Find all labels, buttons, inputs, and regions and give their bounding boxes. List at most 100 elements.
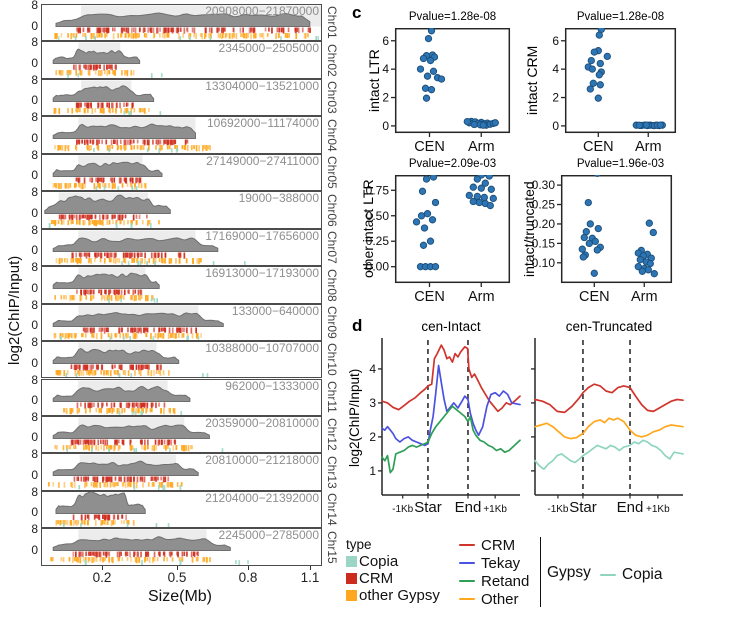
retand-line-icon <box>459 579 475 583</box>
scatter-point <box>475 198 483 207</box>
region-coordinates: 10692000−11174000 <box>206 116 319 131</box>
scatter-point <box>429 173 438 181</box>
pvalue-intact-ltr: Pvalue=1.28e-08 <box>408 11 497 23</box>
x-tick-label: End <box>455 499 482 516</box>
legend-line-other: Other <box>459 590 529 608</box>
y-tick-0: 0 <box>31 130 38 145</box>
chr-label: Chr10 <box>325 343 339 377</box>
coverage-profile <box>52 49 141 65</box>
track-Chr10: 10388000−10707000 <box>41 341 322 379</box>
gypsy-ticks <box>54 445 194 452</box>
crm-ticks <box>76 27 311 34</box>
copia-swatch-icon <box>346 556 357 567</box>
track-Chr14: 21204000−21392000 <box>41 490 322 529</box>
crm-ticks <box>76 139 189 146</box>
y-tick-8: 8 <box>31 185 38 200</box>
copia-ticks <box>95 185 138 191</box>
y-tick-label: 0 <box>382 119 389 133</box>
scatter-point <box>423 72 432 80</box>
copia-ticks <box>65 373 209 378</box>
gypsy-ticks <box>52 182 147 190</box>
x-tick-mark <box>310 566 312 570</box>
gypsy-ticks <box>53 332 202 339</box>
crm-ticks <box>73 476 170 484</box>
track-plot <box>52 155 163 191</box>
size-axis: 0.2 0.5 0.8 1.1 <box>0 566 345 590</box>
copia-ticks <box>121 260 246 266</box>
y-tick-0: 0 <box>31 318 38 333</box>
track-plot <box>52 267 160 303</box>
track-Chr09: 133000−640000 <box>41 303 322 342</box>
scatter-point <box>594 224 602 233</box>
scatter-point <box>650 270 658 278</box>
crm-ticks <box>72 551 199 558</box>
scatter-point <box>590 48 598 56</box>
category-label: CEN <box>583 139 614 155</box>
series-line-Retand <box>381 405 521 474</box>
chr-label: Chr03 <box>325 81 339 114</box>
scatter-point <box>487 185 495 193</box>
track-Chr15: 2245000−2785000 <box>41 528 322 566</box>
y-tick-0: 0 <box>31 393 38 407</box>
plot-frame <box>394 27 511 134</box>
track-Chr12: 20359000−20810000 <box>41 415 322 454</box>
lineplot-cen-intact: 1 2 3 4 -1Kb Star End +1Kb <box>352 338 526 526</box>
scatter-point <box>469 197 477 206</box>
track-plot <box>52 380 191 415</box>
scatter-point <box>593 246 601 254</box>
track-plot <box>52 417 224 453</box>
y-tick-8: 8 <box>31 260 38 275</box>
track-plot <box>52 342 209 378</box>
category-label: CEN <box>414 139 445 155</box>
chr-label: Chr11 <box>325 381 339 414</box>
x-tick-label: +1Kb <box>646 504 670 515</box>
scatter-point <box>420 224 429 232</box>
line-legend: CRM Tekay Retand Other <box>459 536 529 608</box>
x-tick-label: 0.8 <box>238 570 258 585</box>
copia-ticks <box>48 223 152 228</box>
track-Chr07: 17169000−17656000 <box>41 228 322 267</box>
y-tick-label: 0.50 <box>366 209 390 223</box>
gypsy-group-label: Gypsy <box>547 564 591 581</box>
plot-frame <box>394 174 511 284</box>
scatter-point <box>481 179 489 187</box>
scatter-point <box>437 75 446 83</box>
scatter-plot: 0.10 0.15 0.20 0.25 0.30 CEN Arm <box>532 169 673 305</box>
scatter-point <box>473 175 481 183</box>
other-line-icon <box>459 597 475 601</box>
legend-item-label: CRM <box>359 570 394 587</box>
scatter-point <box>418 187 427 195</box>
x-tick-label: -1Kb <box>392 504 414 515</box>
plot-frame <box>564 27 677 134</box>
chr-label: Chr01 <box>325 6 339 40</box>
coverage-profile <box>52 424 210 439</box>
coverage-profile <box>52 311 224 327</box>
chr-label: Chr12 <box>325 418 339 451</box>
scatter-point <box>589 79 597 87</box>
x-tick-label: -1Kb <box>547 504 569 515</box>
tekay-line-icon <box>459 561 475 565</box>
chr-label: Chr14 <box>325 493 339 526</box>
chr-label: Chr06 <box>325 193 339 227</box>
pvalue-intact-truncated: Pvalue=1.96e-03 <box>576 158 665 170</box>
legend-divider <box>540 537 542 607</box>
coverage-profile <box>52 237 219 252</box>
y-tick-label: 0.10 <box>532 256 556 270</box>
scatter-point <box>588 65 596 73</box>
scatter-point <box>424 34 433 43</box>
size-axis-title: Size(Mb) <box>147 588 212 605</box>
y-tick-label: 0.00 <box>366 260 390 274</box>
scatter-point <box>586 220 594 228</box>
coverage-profile <box>55 12 311 27</box>
scatter-point <box>422 175 431 183</box>
gypsy-ticks <box>63 407 176 414</box>
copia-ticks <box>118 410 183 415</box>
y-tick-8: 8 <box>31 35 38 50</box>
gypsy-ticks <box>54 295 154 302</box>
series-line-CRM <box>534 383 684 414</box>
legend-line-copia: Copia <box>600 566 663 584</box>
crm-ticks <box>76 402 166 409</box>
scatter-intact-truncated: 0.10 0.15 0.20 0.25 0.30 CEN Arm <box>531 169 676 312</box>
y-tick-0: 0 <box>31 205 38 220</box>
y-tick-label: 2 <box>552 91 559 105</box>
